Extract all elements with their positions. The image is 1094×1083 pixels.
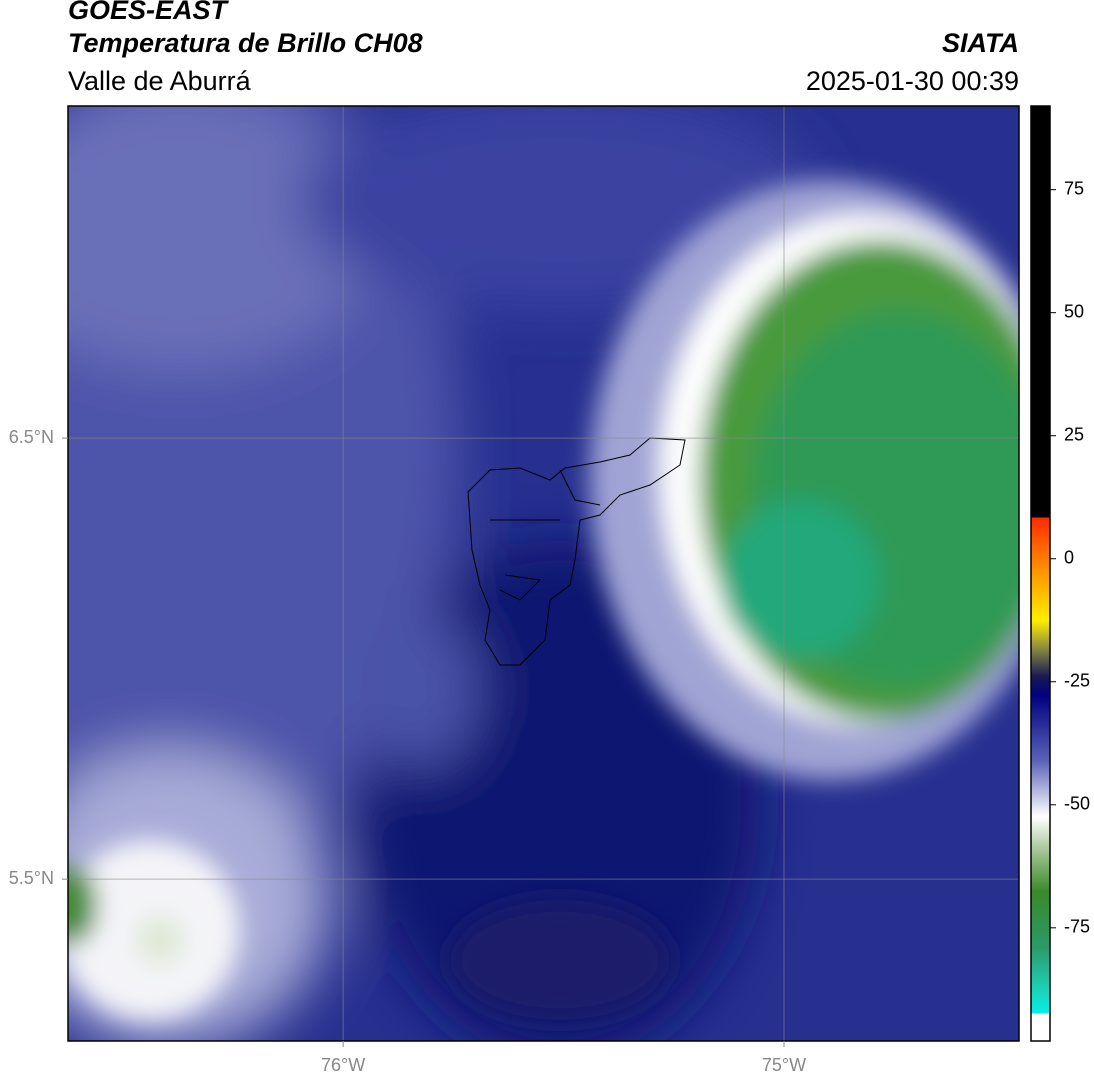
colorbar-tick-label: 75: [1064, 178, 1084, 198]
colorbar-tick-label: 0: [1064, 547, 1074, 567]
colorbar-tick-label: -25: [1064, 671, 1090, 691]
map-frame: [67, 105, 1020, 1042]
y-tick-label: 5.5°N: [9, 868, 54, 888]
colorbar-tick-label: -75: [1064, 917, 1090, 937]
municipal-boundaries: [467, 437, 686, 666]
x-tick-label: 76°W: [321, 1055, 365, 1075]
y-tick-label: 6.5°N: [9, 427, 54, 447]
colorbar-tick-label: 25: [1064, 424, 1084, 444]
x-tick-label: 75°W: [762, 1055, 806, 1075]
title-line2: Temperatura de Brillo CH08: [68, 28, 423, 58]
source: SIATA: [942, 28, 1019, 58]
subtitle: Valle de Aburrá: [68, 66, 252, 96]
datetime: 2025-01-30 00:39: [806, 66, 1019, 96]
colorbar-tick-label: 50: [1064, 301, 1084, 321]
colorbar-tick-label: -50: [1064, 794, 1090, 814]
map-image: [68, 106, 1019, 1041]
title-line1: GOES-EAST: [68, 0, 230, 25]
colorbar: [1030, 105, 1051, 1042]
